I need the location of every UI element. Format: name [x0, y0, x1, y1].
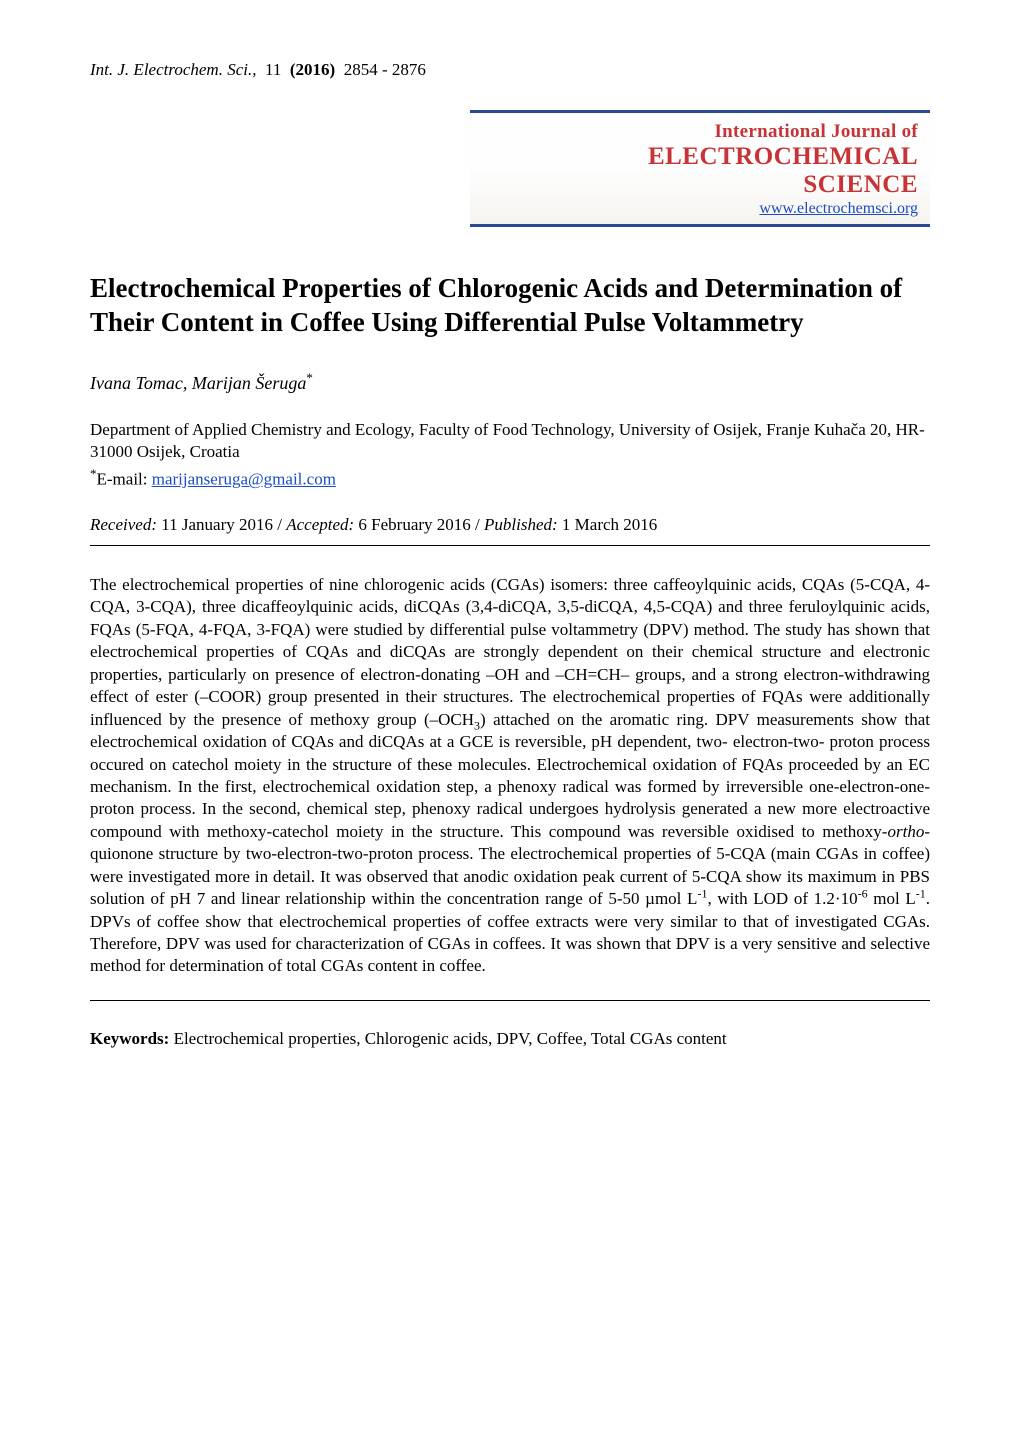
email-line: *E-mail: marijanseruga@gmail.com — [90, 466, 930, 490]
published-label: Published: — [484, 515, 558, 534]
journal-url-link[interactable]: www.electrochemsci.org — [470, 200, 918, 218]
abstract-text: The electrochemical properties of nine c… — [90, 574, 930, 978]
volume: 11 — [265, 60, 281, 79]
accepted-value: 6 February 2016 / — [354, 515, 484, 534]
divider-bottom — [90, 1000, 930, 1001]
affiliation: Department of Applied Chemistry and Ecol… — [90, 419, 930, 465]
abs-p8: mol L — [868, 889, 916, 908]
abs-p0: The electrochemical properties of nine c… — [90, 575, 930, 729]
corresponding-marker: * — [306, 370, 313, 385]
year: (2016) — [290, 60, 335, 79]
journal-abbrev: Int. J. Electrochem. Sci., — [90, 60, 256, 79]
page-range: 2854 - 2876 — [344, 60, 426, 79]
abs-p6: , with LOD of 1.2·10 — [707, 889, 857, 908]
abs-sup-l1b: -1 — [916, 887, 926, 901]
journal-banner: International Journal of ELECTROCHEMICAL… — [470, 110, 930, 227]
received-label: Received: — [90, 515, 157, 534]
keywords-label: Keywords: — [90, 1029, 169, 1048]
email-label: E-mail: — [97, 470, 152, 489]
email-link[interactable]: marijanseruga@gmail.com — [152, 470, 336, 489]
published-value: 1 March 2016 — [558, 515, 658, 534]
journal-banner-line1: International Journal of — [470, 121, 918, 143]
keywords-text: Electrochemical properties, Chlorogenic … — [169, 1029, 726, 1048]
author-names: Ivana Tomac, Marijan Šeruga — [90, 373, 306, 393]
abs-sup-l1: -1 — [697, 887, 707, 901]
article-title: Electrochemical Properties of Chlorogeni… — [90, 272, 930, 340]
keywords-line: Keywords: Electrochemical properties, Ch… — [90, 1029, 930, 1049]
received-value: 11 January 2016 / — [157, 515, 286, 534]
abs-p2: ) attached on the aromatic ring. DPV mea… — [90, 710, 930, 841]
running-header: Int. J. Electrochem. Sci., 11 (2016) 285… — [90, 60, 930, 80]
accepted-label: Accepted: — [286, 515, 354, 534]
divider-top — [90, 545, 930, 546]
journal-banner-line3: SCIENCE — [470, 171, 918, 199]
article-dates: Received: 11 January 2016 / Accepted: 6 … — [90, 515, 930, 535]
abs-ortho-italic: ortho — [887, 822, 924, 841]
journal-banner-line2: ELECTROCHEMICAL — [470, 143, 918, 171]
author-line: Ivana Tomac, Marijan Šeruga* — [90, 370, 930, 394]
abs-sup-10-6: -6 — [858, 887, 868, 901]
